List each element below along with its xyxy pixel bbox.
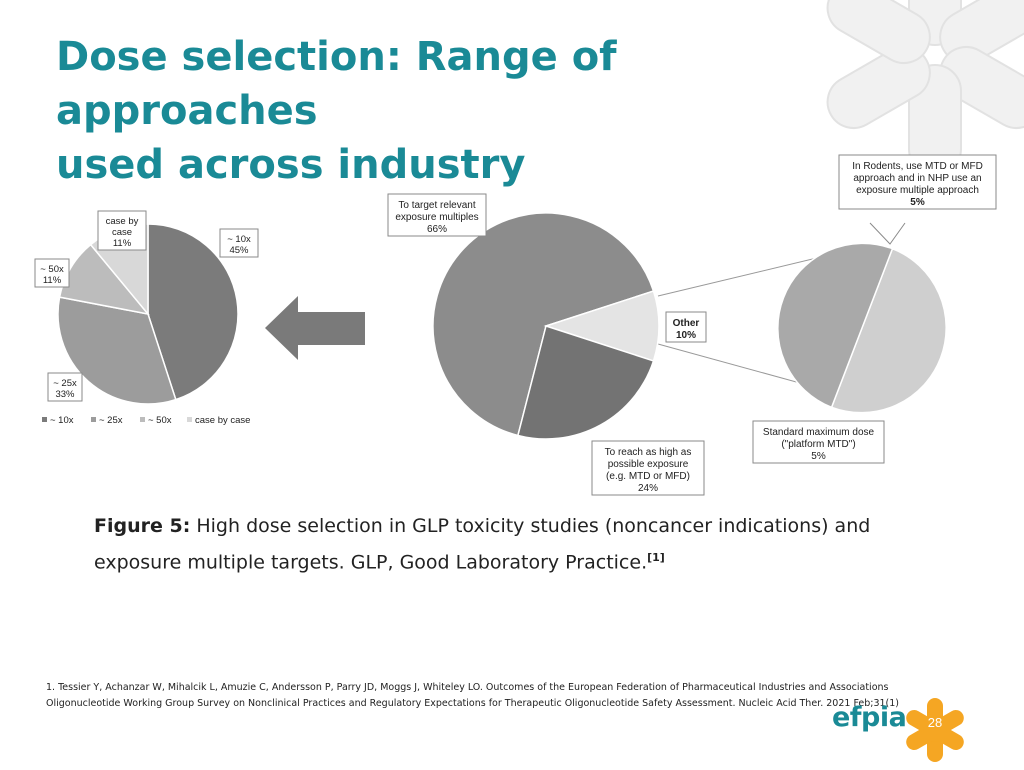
reference-line-2: Oligonucleotide Working Group Survey on … bbox=[46, 698, 900, 709]
pie1-slice-0 bbox=[147, 223, 239, 401]
efpia-star-icon bbox=[906, 698, 964, 762]
callout-target-exposure-line-2: 66% bbox=[427, 224, 447, 235]
pie-chart-dose-multiples bbox=[57, 223, 239, 405]
callout-other-line-1: 10% bbox=[676, 330, 696, 341]
legend-label-1: ~ 25x bbox=[99, 415, 123, 426]
legend-swatch-2 bbox=[140, 417, 145, 422]
callout-rodents-nhp-line-1: approach and in NHP use an bbox=[853, 173, 981, 184]
caption-reference: [1] bbox=[647, 551, 665, 564]
callout-50x-line-0: ~ 50x bbox=[40, 264, 64, 275]
pie-chart-other-breakdown bbox=[777, 242, 947, 414]
callout-high-exposure-line-1: possible exposure bbox=[608, 459, 689, 470]
callout-platform-mtd-line-1: ("platform MTD") bbox=[781, 439, 855, 450]
callout-platform-mtd-line-0: Standard maximum dose bbox=[763, 427, 875, 438]
callout-25x-line-0: ~ 25x bbox=[53, 378, 77, 389]
pie-chart-approaches bbox=[432, 212, 660, 440]
callout-10x-line-1: 45% bbox=[229, 245, 249, 256]
callout-25x-line-1: 33% bbox=[55, 389, 75, 400]
page-number: 28 bbox=[927, 715, 943, 730]
pie2-slice-0 bbox=[432, 212, 655, 437]
callout-50x-box bbox=[34, 258, 70, 288]
callout-case-by-case-box bbox=[97, 210, 147, 251]
callout-target-exposure-box bbox=[387, 193, 487, 237]
callout-platform-mtd-box bbox=[752, 420, 885, 464]
legend-label-0: ~ 10x bbox=[50, 415, 74, 426]
legend-swatch-1 bbox=[91, 417, 96, 422]
caption-text: High dose selection in GLP toxicity stud… bbox=[94, 515, 871, 574]
callout-50x-line-1: 11% bbox=[43, 275, 62, 286]
figure-caption: Figure 5: High dose selection in GLP tox… bbox=[94, 510, 954, 578]
callout-platform-mtd: Standard maximum dose("platform MTD")5% bbox=[752, 420, 885, 464]
callout-rodents-nhp-box bbox=[838, 154, 997, 210]
callout-high-exposure-box bbox=[591, 440, 705, 496]
reference-line-1: 1. Tessier Y, Achanzar W, Mihalcik L, Am… bbox=[46, 682, 889, 693]
pie2-slice-1 bbox=[543, 290, 660, 362]
callout-rodents-nhp-pointer bbox=[869, 222, 906, 245]
callout-10x-line-0: ~ 10x bbox=[227, 234, 251, 245]
pie1-slice-1 bbox=[57, 296, 177, 405]
callout-target-exposure-line-1: exposure multiples bbox=[395, 212, 478, 223]
arrow-left-icon bbox=[265, 296, 365, 360]
callout-rodents-nhp-line-2: exposure multiple approach bbox=[856, 185, 979, 196]
callout-high-exposure-line-0: To reach as high as bbox=[605, 447, 692, 458]
pie3-slice-0 bbox=[830, 247, 947, 414]
callout-other-box bbox=[665, 311, 707, 343]
pie2-slice-2 bbox=[516, 325, 655, 440]
legend-swatch-0 bbox=[42, 417, 47, 422]
efpia-logo-text: efpia bbox=[832, 702, 907, 733]
callout-rodents-nhp-line-3: 5% bbox=[910, 197, 925, 208]
callout-high-exposure-line-2: (e.g. MTD or MFD) bbox=[606, 471, 690, 482]
legend-label-2: ~ 50x bbox=[148, 415, 172, 426]
callout-rodents-nhp-line-0: In Rodents, use MTD or MFD bbox=[852, 161, 983, 172]
callout-case-by-case-line-0: case by bbox=[106, 216, 139, 227]
reference-note: 1. Tessier Y, Achanzar W, Mihalcik L, Am… bbox=[46, 680, 926, 712]
callout-platform-mtd-line-2: 5% bbox=[811, 451, 826, 462]
chart-legend: ~ 10x ~ 25x ~ 50x case by case bbox=[42, 415, 250, 426]
title-line-2: used across industry bbox=[56, 142, 526, 188]
legend-swatch-3 bbox=[187, 417, 192, 422]
callout-case-by-case-line-2: 11% bbox=[113, 238, 132, 249]
title-line-1: Dose selection: Range of approaches bbox=[56, 34, 617, 134]
caption-label: Figure 5: bbox=[94, 515, 191, 537]
callout-target-exposure-line-0: To target relevant bbox=[398, 200, 475, 211]
legend-label-3: case by case bbox=[195, 415, 250, 426]
callout-25x-box bbox=[47, 372, 83, 402]
callout-high-exposure-line-3: 24% bbox=[638, 483, 658, 494]
page-title: Dose selection: Range of approaches used… bbox=[56, 30, 856, 192]
callout-case-by-case-line-1: case bbox=[112, 227, 132, 238]
callout-10x-box bbox=[219, 228, 259, 258]
pie3-slice-1 bbox=[777, 242, 894, 409]
callout-other-line-0: Other bbox=[673, 318, 700, 329]
